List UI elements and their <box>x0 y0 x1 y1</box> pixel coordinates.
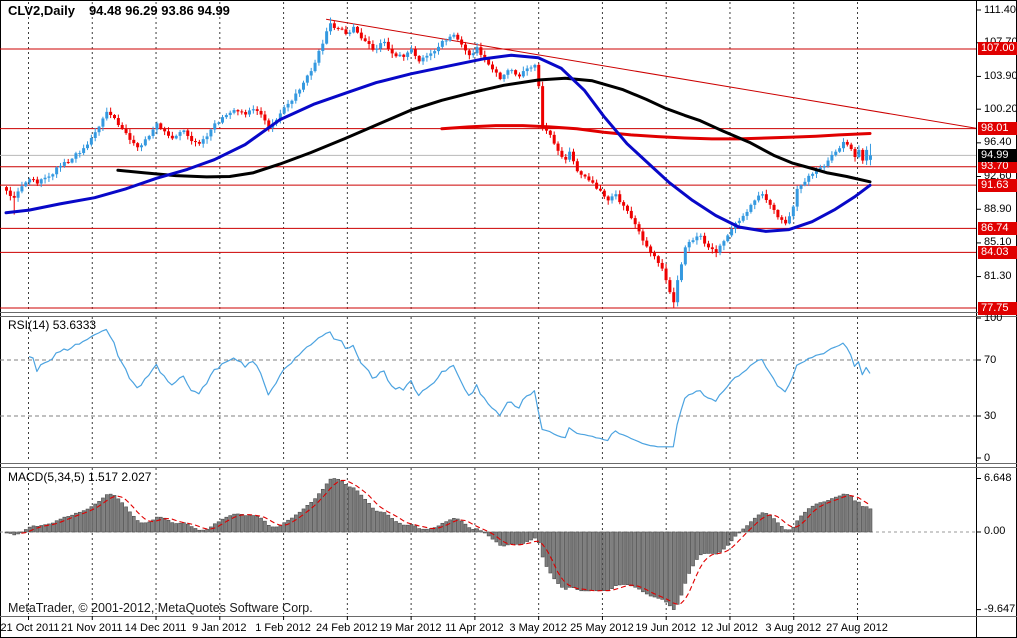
price-tick-label: 111.40 <box>984 3 1017 16</box>
rsi-tick-label: 30 <box>984 409 997 422</box>
date-label: 12 Jul 2012 <box>701 622 758 634</box>
price-level-badge: 86.74 <box>978 221 1017 235</box>
date-label: 3 May 2012 <box>509 622 567 634</box>
chart-title: CLV2,Daily 94.48 96.29 93.86 94.99 <box>8 3 230 18</box>
date-label: 27 Aug 2012 <box>826 622 888 634</box>
price-level-badge: 77.75 <box>978 301 1017 315</box>
date-label: 19 Mar 2012 <box>379 622 442 634</box>
date-label: 9 Jan 2012 <box>192 622 247 634</box>
macd-name: MACD(5,34,5) <box>8 470 85 484</box>
date-label: 24 Feb 2012 <box>315 622 378 634</box>
price-tick-label: 103.90 <box>984 69 1017 82</box>
rsi-value: 53.6333 <box>52 318 97 332</box>
price-level-badge: 98.01 <box>978 122 1017 136</box>
rsi-tick-label: 70 <box>984 353 997 366</box>
price-level-badge: 84.03 <box>978 245 1017 259</box>
price-level-badge: 93.70 <box>978 160 1017 174</box>
macd-tick-label: 0.00 <box>984 525 1006 538</box>
date-label: 1 Feb 2012 <box>255 622 311 634</box>
price-tick-label: 88.90 <box>984 202 1012 215</box>
symbol-period-label: CLV2,Daily <box>8 3 75 18</box>
price-level-badge: 91.63 <box>978 178 1017 192</box>
rsi-tick-label: 0 <box>984 451 991 464</box>
rsi-name: RSI(14) <box>8 318 50 332</box>
date-label: 21 Oct 2011 <box>0 622 60 634</box>
date-label: 3 Aug 2012 <box>765 622 822 634</box>
copyright-label: MetaTrader, © 2001-2012, MetaQuotes Soft… <box>8 601 313 615</box>
rsi-indicator-label: RSI(14) 53.6333 <box>8 318 96 332</box>
date-label: 11 Apr 2012 <box>445 622 504 634</box>
price-tick-label: 85.10 <box>984 236 1012 249</box>
price-tick-label: 81.30 <box>984 270 1012 283</box>
ohlc-values: 94.48 96.29 93.86 94.99 <box>88 3 230 18</box>
macd-indicator-label: MACD(5,34,5) 1.517 2.027 <box>8 470 151 484</box>
date-label: 25 May 2012 <box>570 622 634 634</box>
price-tick-label: 96.40 <box>984 136 1012 149</box>
price-level-badge: 107.00 <box>978 42 1017 56</box>
macd-tick-label: -9.647 <box>984 603 1016 616</box>
date-label: 19 Jun 2012 <box>635 622 696 634</box>
date-label: 21 Nov 2011 <box>60 622 123 634</box>
macd-tick-label: 6.648 <box>984 472 1012 484</box>
macd-values: 1.517 2.027 <box>88 470 152 484</box>
price-tick-label: 100.20 <box>984 102 1017 115</box>
rsi-tick-label: 100 <box>984 311 1003 324</box>
date-label: 14 Dec 2011 <box>124 622 187 634</box>
current-price-badge: 94.99 <box>978 148 1017 162</box>
